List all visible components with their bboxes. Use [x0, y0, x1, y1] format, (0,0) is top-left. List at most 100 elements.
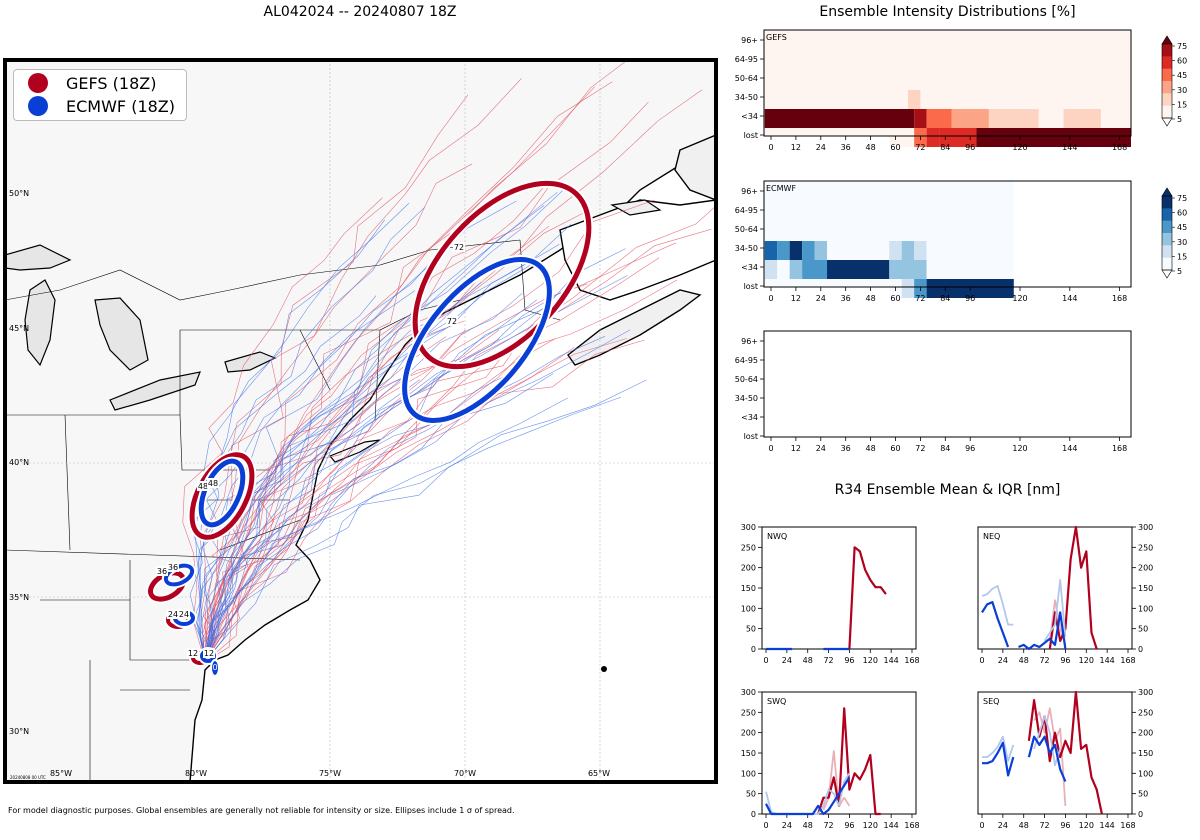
heatmap-ytick-label: lost	[744, 432, 758, 441]
r34-xtick-label: 48	[803, 821, 813, 830]
colorbar-segment	[1162, 245, 1172, 259]
colorbar-segment	[1162, 44, 1172, 57]
colorbar-frame	[1161, 43, 1173, 119]
r34-xtick-label: 72	[1039, 656, 1049, 665]
r34-ytick-label: 150	[741, 584, 756, 593]
colorbar-reds: 75 60 45 30 15 5	[1161, 35, 1187, 127]
heatmap-cell	[907, 90, 921, 109]
r34-ytick-label: 100	[1138, 604, 1153, 613]
r34-xtick-label: 0	[979, 821, 984, 830]
heatmap-xtick-label: 12	[791, 143, 801, 152]
heatmap-cell	[777, 260, 790, 279]
ensemble-track	[204, 279, 678, 663]
gefs-label-36: 36	[157, 567, 167, 576]
r34-xtick-label: 168	[1120, 656, 1135, 665]
heatmap-xtick-label: 168	[1112, 143, 1127, 152]
r34-xtick-label: 168	[904, 656, 919, 665]
heatmap-ytick-label: 34-50	[735, 394, 758, 403]
heatmap-cell	[764, 241, 778, 260]
heatmap-xtick-label: 60	[890, 143, 900, 152]
heatmap-xtick-label: 24	[816, 294, 826, 303]
heatmap-xtick-label: 168	[1112, 444, 1127, 453]
r34-xtick-label: 120	[863, 656, 878, 665]
r34-xtick-label: 0	[763, 656, 768, 665]
r34-ytick-label: 150	[1138, 584, 1153, 593]
r34-seq-panel: SEQ 300 250 200 150 100 50 0 0 24 48 72 96 120 144 168	[977, 688, 1153, 830]
heatmap-ytick-label: 64-95	[735, 206, 758, 215]
ecmwf-dot-icon	[28, 96, 48, 116]
heatmap-xtick-label: 0	[768, 444, 773, 453]
ensemble-track	[204, 397, 569, 663]
r34-ytick-label: 150	[741, 749, 756, 758]
r34-ytick-label: 100	[741, 769, 756, 778]
r34-neq-panel: NEQ 300 250 200 150 100 50 0 0 24 48 72 96 120 144 168	[977, 523, 1153, 665]
r34-ytick-label: 50	[1138, 625, 1148, 634]
r34-series-line	[765, 776, 851, 816]
r34-xtick-label: 96	[1060, 656, 1070, 665]
colorbar-segment	[1162, 257, 1172, 271]
r34-ytick-label: 100	[1138, 769, 1153, 778]
legend-item-gefs: GEFS (18Z)	[28, 72, 156, 94]
ecmwf-ellipse-0	[210, 659, 220, 677]
ensemble-track	[204, 329, 631, 663]
ensemble-track	[204, 243, 560, 663]
heatmap-ytick-label: 96+	[741, 187, 758, 196]
lake-huron	[94, 297, 149, 371]
r34-xtick-label: 120	[863, 821, 878, 830]
heatmap-cell	[889, 260, 927, 279]
heatmap-panel-title: ECMWF	[766, 184, 796, 193]
heatmap-cell	[764, 109, 915, 128]
heatmap-xtick-label: 84	[940, 294, 950, 303]
heatmap-xtick-label: 36	[841, 143, 851, 152]
heatmap-ytick-label: 50-64	[735, 225, 758, 234]
r34-series-line	[1018, 611, 1067, 651]
r34-series-line	[1043, 579, 1067, 642]
heatmap-ytick-label: <34	[741, 112, 758, 121]
colorbar-segment	[1162, 81, 1172, 94]
legend-label-ecmwf: ECMWF (18Z)	[66, 96, 175, 116]
r34-series-line	[817, 707, 881, 816]
r34-ytick-label: 50	[1138, 790, 1148, 799]
r34-series-line	[982, 735, 1015, 762]
r34-ytick-label: 50	[746, 790, 756, 799]
gefs-label-48: 48	[198, 482, 208, 491]
r34-panel-title: NEQ	[983, 532, 1000, 541]
heatmap-ytick-label: 96+	[741, 337, 758, 346]
ensemble-track	[204, 263, 534, 663]
heatmap-frame	[763, 29, 1132, 137]
heatmap-cell	[802, 241, 815, 260]
ecmwf-label-24: 24	[179, 610, 189, 619]
colorbar-cap	[1161, 117, 1173, 127]
r34-ytick-label: 50	[746, 625, 756, 634]
bermuda	[601, 666, 607, 672]
heatmap-cell	[901, 241, 915, 260]
heatmap-cell	[926, 260, 940, 279]
lat-label-35: 35°N	[9, 593, 29, 602]
heatmap-ytick-label: 50-64	[735, 74, 758, 83]
r34-xtick-label: 24	[998, 821, 1008, 830]
ensemble-track	[204, 282, 482, 663]
colorbar-cap	[1161, 35, 1173, 45]
r34-series-line	[981, 585, 1014, 626]
heatmap-xtick-label: 36	[841, 294, 851, 303]
r34-xtick-label: 96	[1060, 821, 1070, 830]
colorbar-cap	[1161, 187, 1173, 197]
heatmap-xtick-label: 12	[791, 444, 801, 453]
heatmap-xtick-label: 96	[965, 294, 975, 303]
heatmap-xtick-label: 144	[1062, 294, 1077, 303]
heatmap-xtick-label: 24	[816, 143, 826, 152]
heatmap-empty: 96+ 64-95 50-64 34-50 <34 lost 0 12 24 36 48 60 72 84…	[735, 330, 1132, 453]
r34-xtick-label: 144	[884, 821, 899, 830]
heatmap-cell	[889, 241, 902, 260]
heatmap-ytick-label: <34	[741, 263, 758, 272]
heatmap-cell	[901, 279, 915, 298]
long-island	[329, 439, 381, 463]
heatmap-xtick-label: 36	[841, 444, 851, 453]
legend-label-gefs: GEFS (18Z)	[66, 73, 157, 93]
r34-xtick-label: 72	[823, 821, 833, 830]
ensemble-track	[200, 94, 469, 663]
ensemble-track	[204, 89, 703, 663]
heatmap-ytick-label: 64-95	[735, 356, 758, 365]
r34-ytick-label: 0	[1138, 645, 1143, 654]
